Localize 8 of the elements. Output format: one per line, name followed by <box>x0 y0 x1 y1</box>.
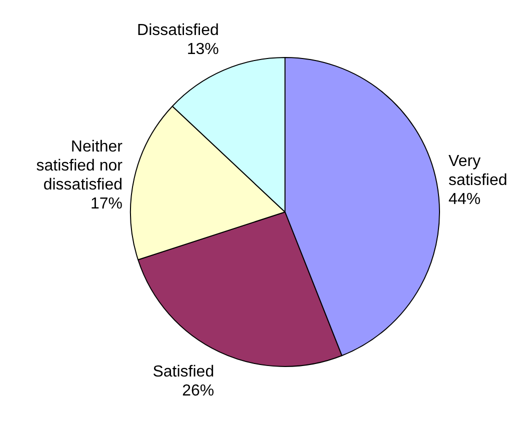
slice-label: Very satisfied <box>448 153 508 190</box>
data-label: 44% <box>448 191 481 208</box>
slice-label: Dissatisfied <box>137 22 219 40</box>
data-label: 17% <box>90 196 123 213</box>
slice-label: Satisfied <box>152 364 214 381</box>
slice-label: Neither satisfied nor dissatisfied <box>36 138 124 194</box>
data-label: 26% <box>182 382 214 400</box>
data-label: 13% <box>186 41 219 58</box>
